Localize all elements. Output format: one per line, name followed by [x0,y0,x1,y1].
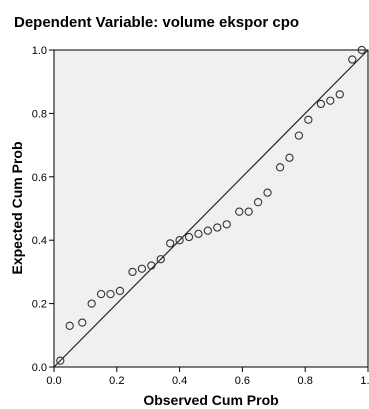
x-axis-label: Observed Cum Prob [143,392,278,408]
chart-title: Dependent Variable: volume ekspor cpo [14,14,299,31]
y-tick-label: 0.2 [32,299,47,311]
data-points [56,45,366,365]
y-tick-label: 0.8 [32,108,47,120]
data-point [348,55,357,64]
data-point [253,198,263,207]
data-point [166,239,175,248]
data-point [106,289,115,299]
data-point [213,223,222,232]
data-point [304,115,313,124]
y-tick-label: 1.0 [32,45,47,57]
x-tick-label: 0.6 [235,375,250,387]
data-point [128,267,137,277]
data-point [357,45,366,55]
data-point [203,226,213,235]
data-point [115,286,125,296]
y-axis-label: Expected Cum Prob [9,141,25,274]
data-point [294,131,304,140]
data-point [87,299,96,308]
data-point [335,90,344,99]
data-point [137,264,147,273]
y-tick-label: 0.4 [32,235,47,247]
x-tick-label: 0.4 [172,375,187,387]
data-point [275,163,285,172]
x-axis-ticks: 0.0 0.2 0.4 0.6 0.8 1.0 [46,367,369,387]
data-point [56,356,65,365]
data-point [184,232,194,242]
reference-diagonal-line [53,49,369,368]
data-point [222,220,231,229]
data-point [316,99,326,109]
x-tick-label: 0.2 [109,375,124,387]
data-point [244,207,253,216]
data-point [326,96,335,105]
data-point [235,207,244,216]
y-axis-ticks: 0.0 0.2 0.4 0.6 0.8 1.0 [32,45,54,374]
y-tick-label: 0.6 [32,172,47,184]
data-point [263,188,272,197]
data-point [285,153,294,162]
y-tick-label: 0.0 [32,362,47,374]
data-point [96,289,106,299]
data-point [194,229,203,239]
x-tick-label: 0.8 [298,375,313,387]
data-point [147,261,156,270]
data-point [78,318,87,327]
data-point [156,255,165,264]
data-point [175,236,184,245]
x-tick-label: 0.0 [46,375,61,387]
x-tick-label: 1.0 [360,375,369,387]
data-point [65,321,74,330]
